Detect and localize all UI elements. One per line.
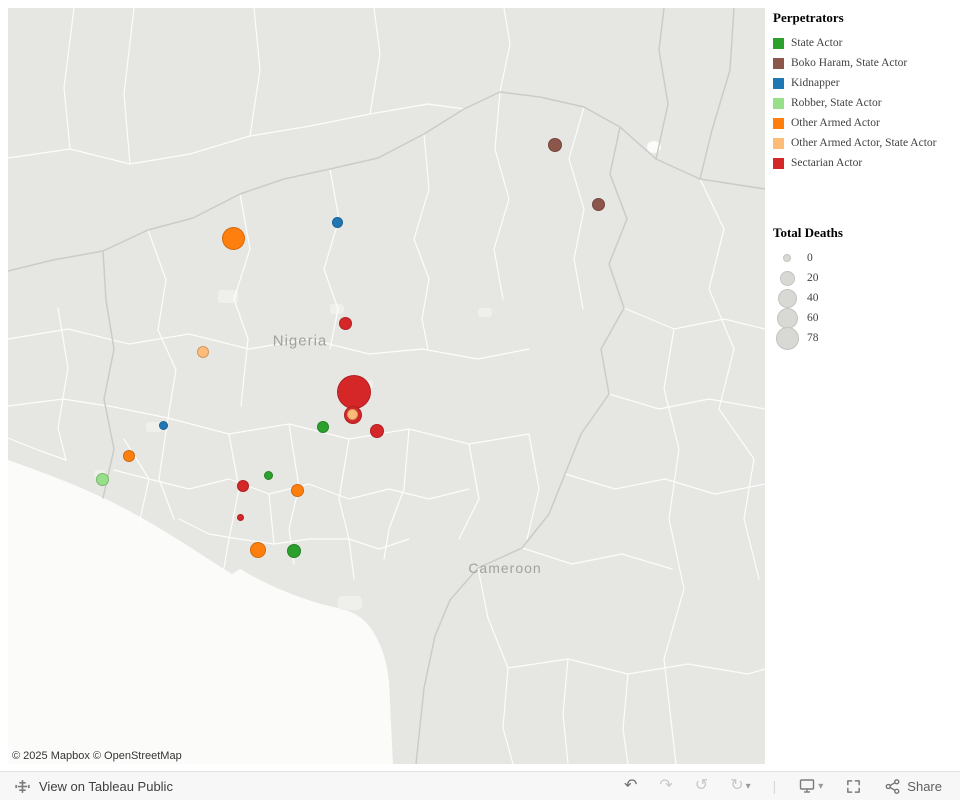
view-on-tableau-public-label: View on Tableau Public [39, 778, 173, 794]
fullscreen-icon[interactable] [845, 778, 862, 795]
download-icon[interactable] [798, 777, 816, 795]
size-legend-value: 20 [807, 272, 819, 284]
incident-bubble[interactable] [237, 480, 249, 492]
incident-bubble[interactable] [331, 216, 343, 228]
size-legend-item: 78 [773, 326, 956, 350]
perpetrator-legend-item[interactable]: Other Armed Actor, State Actor [773, 133, 956, 153]
legend-item-label: Boko Haram, State Actor [791, 57, 908, 69]
perpetrator-legend-item[interactable]: State Actor [773, 33, 956, 53]
size-legend-item: 60 [773, 307, 956, 329]
incident-bubble[interactable] [548, 138, 562, 152]
legend-item-label: Robber, State Actor [791, 97, 882, 109]
legend-panel: Perpetrators State Actor Boko Haram, Stat… [765, 0, 960, 764]
perpetrator-legend-item[interactable]: Kidnapper [773, 73, 956, 93]
size-legend-circle [777, 288, 797, 308]
map-place-label: Nigeria [272, 332, 328, 350]
reset-icon[interactable]: ↺ [694, 777, 709, 794]
incident-bubble[interactable] [123, 450, 135, 462]
legend-color-swatch [773, 37, 784, 49]
perpetrator-legend-item[interactable]: Sectarian Actor [773, 153, 956, 173]
incident-bubble[interactable] [197, 346, 209, 358]
size-legend-item: 20 [773, 268, 956, 288]
size-legend-value: 40 [807, 292, 819, 304]
refresh-caret-icon[interactable]: ▾ [745, 780, 751, 792]
legend-color-swatch [773, 97, 784, 109]
legend-item-label: State Actor [791, 37, 843, 49]
tableau-logo-icon [14, 778, 31, 795]
size-legend-item: 0 [773, 248, 956, 268]
size-legend-circle-cell [773, 270, 801, 286]
total-deaths-legend-title: Total Deaths [773, 225, 843, 240]
undo-icon[interactable]: ↶ [623, 777, 638, 794]
legend-item-label: Kidnapper [791, 77, 840, 89]
tableau-toolbar: View on Tableau Public ↶ ↷ ↺ ↻ ▾ | ▾ [0, 771, 960, 800]
legend-color-swatch [773, 117, 784, 129]
view-on-tableau-public[interactable]: View on Tableau Public [14, 778, 173, 795]
refresh-icon[interactable]: ↻ [730, 777, 744, 794]
incident-bubble[interactable] [591, 197, 605, 211]
map-place-label: Cameroon [468, 560, 542, 576]
size-legend-value: 0 [807, 252, 813, 264]
perpetrators-legend-title: Perpetrators [773, 10, 844, 25]
download-caret-icon[interactable]: ▾ [818, 780, 824, 792]
size-legend-circle [779, 270, 795, 286]
legend-color-swatch [773, 77, 784, 89]
incident-bubble[interactable] [370, 424, 384, 438]
incident-bubble[interactable] [95, 472, 109, 486]
map-attribution[interactable]: © 2025 Mapbox © OpenStreetMap [12, 750, 182, 762]
legend-item-label: Other Armed Actor, State Actor [791, 137, 937, 149]
share-label: Share [907, 778, 942, 794]
incident-bubble[interactable] [287, 544, 301, 558]
share-icon [884, 778, 901, 795]
incident-bubble[interactable] [338, 316, 352, 330]
legend-item-label: Other Armed Actor [791, 117, 880, 129]
size-legend-value: 78 [807, 332, 819, 344]
size-legend-circle-cell [773, 307, 801, 329]
size-legend-circle-cell [773, 288, 801, 308]
incident-bubble[interactable] [337, 375, 371, 409]
size-legend-circle [775, 326, 799, 350]
legend-color-swatch [773, 137, 784, 149]
incident-bubble[interactable] [346, 408, 358, 420]
incident-bubble[interactable] [221, 226, 245, 250]
legend-color-swatch [773, 57, 784, 69]
incident-bubble[interactable] [236, 513, 244, 521]
download-control: ▾ [798, 777, 823, 795]
incident-bubble[interactable] [250, 542, 266, 558]
refresh-control: ↻ ▾ [730, 778, 750, 794]
perpetrators-legend: State Actor Boko Haram, State Actor Kidnap… [773, 33, 956, 173]
ocean [8, 460, 393, 764]
size-legend-item: 40 [773, 288, 956, 308]
perpetrator-legend-item[interactable]: Other Armed Actor [773, 113, 956, 133]
legend-color-swatch [773, 157, 784, 169]
total-deaths-legend: 0 20 40 60 78 [773, 248, 956, 350]
perpetrator-legend-item[interactable]: Robber, State Actor [773, 93, 956, 113]
size-legend-circle [776, 307, 798, 329]
share-button[interactable]: Share [884, 778, 942, 795]
size-legend-value: 60 [807, 312, 819, 324]
map-canvas[interactable]: Nigeria Cameroon © 2025 Mapbox © OpenStre… [8, 8, 765, 764]
legend-item-label: Sectarian Actor [791, 157, 863, 169]
incident-bubble[interactable] [158, 420, 168, 430]
toolbar-divider: | [772, 778, 777, 794]
basemap [8, 8, 765, 764]
size-legend-circle [783, 254, 791, 262]
redo-icon[interactable]: ↷ [659, 777, 673, 794]
incident-bubble[interactable] [290, 483, 304, 497]
size-legend-circle-cell [773, 254, 801, 262]
perpetrator-legend-item[interactable]: Boko Haram, State Actor [773, 53, 956, 73]
toolbar-controls: ↶ ↷ ↺ ↻ ▾ | ▾ [624, 777, 942, 795]
incident-bubble[interactable] [263, 470, 273, 480]
incident-bubble[interactable] [317, 421, 329, 433]
size-legend-circle-cell [773, 326, 801, 350]
